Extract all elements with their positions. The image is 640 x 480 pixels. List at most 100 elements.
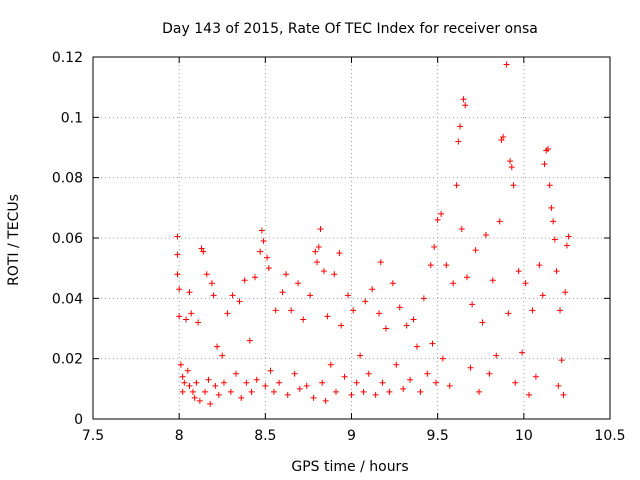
x-tick-label: 9: [347, 428, 356, 444]
data-point: [510, 182, 517, 189]
data-point: [336, 250, 343, 257]
data-point: [443, 262, 450, 269]
data-point: [331, 271, 338, 278]
data-point: [548, 204, 555, 211]
data-point: [369, 286, 376, 293]
data-point: [243, 379, 250, 386]
data-point: [198, 245, 205, 252]
x-tick-label: 10: [515, 428, 533, 444]
data-point: [389, 280, 396, 287]
x-tick-label: 8: [175, 428, 184, 444]
data-point: [324, 313, 331, 320]
data-point: [317, 225, 324, 232]
y-tick-label: 0: [74, 412, 83, 428]
data-point: [536, 262, 543, 269]
data-point: [515, 268, 522, 275]
data-point: [498, 136, 505, 143]
data-point: [532, 373, 539, 380]
data-point: [424, 370, 431, 377]
data-point: [229, 292, 236, 299]
data-point: [403, 322, 410, 329]
data-point: [360, 388, 367, 395]
data-point: [560, 391, 567, 398]
data-point: [251, 274, 258, 281]
data-point: [503, 61, 510, 68]
data-point: [432, 379, 439, 386]
data-point: [238, 394, 245, 401]
grid-lines: [93, 57, 610, 419]
data-point: [365, 370, 372, 377]
data-point: [184, 367, 191, 374]
data-point: [413, 343, 420, 350]
y-tick-label: 0.06: [52, 231, 83, 247]
data-point: [241, 277, 248, 284]
data-point: [551, 236, 558, 243]
data-point: [539, 292, 546, 299]
data-point: [227, 388, 234, 395]
data-point: [174, 271, 181, 278]
data-point: [312, 248, 319, 255]
data-point: [291, 370, 298, 377]
data-point: [469, 301, 476, 308]
data-point: [557, 307, 564, 314]
data-point: [541, 161, 548, 168]
data-point: [319, 379, 326, 386]
data-point: [179, 373, 186, 380]
data-point: [453, 182, 460, 189]
data-point: [482, 231, 489, 238]
data-point: [320, 268, 327, 275]
data-point: [563, 242, 570, 249]
data-point: [438, 210, 445, 217]
data-point: [176, 313, 183, 320]
data-point: [431, 244, 438, 251]
data-point: [550, 218, 557, 225]
chart-title: Day 143 of 2015, Rate Of TEC Index for r…: [162, 21, 538, 37]
data-point: [296, 385, 303, 392]
data-point: [322, 397, 329, 404]
data-point: [446, 382, 453, 389]
data-point: [558, 357, 565, 364]
data-point: [565, 233, 572, 240]
data-point: [200, 248, 207, 255]
data-point: [181, 379, 188, 386]
data-point: [264, 254, 271, 261]
data-point: [522, 280, 529, 287]
data-point: [489, 277, 496, 284]
data-point: [379, 379, 386, 386]
data-point: [303, 382, 310, 389]
data-point: [526, 391, 533, 398]
data-point: [476, 388, 483, 395]
data-point: [508, 164, 515, 171]
data-point: [562, 289, 569, 296]
data-point: [188, 310, 195, 317]
data-points: [174, 61, 572, 407]
data-point: [210, 292, 217, 299]
data-point: [386, 388, 393, 395]
data-point: [546, 182, 553, 189]
data-point: [357, 352, 364, 359]
data-point: [553, 268, 560, 275]
data-point: [407, 376, 414, 383]
data-point: [177, 361, 184, 368]
x-tick-label: 7.5: [82, 428, 104, 444]
data-point: [429, 340, 436, 347]
data-point: [258, 227, 265, 234]
y-axis-label: ROTI / TECUs: [6, 194, 22, 286]
data-point: [174, 233, 181, 240]
data-point: [224, 310, 231, 317]
data-point: [350, 307, 357, 314]
data-point: [270, 388, 277, 395]
data-point: [372, 391, 379, 398]
data-point: [310, 394, 317, 401]
data-point: [202, 388, 209, 395]
y-tick-label: 0.08: [52, 171, 83, 187]
data-point: [439, 355, 446, 362]
data-point: [183, 316, 190, 323]
data-point: [196, 397, 203, 404]
data-point: [288, 307, 295, 314]
data-point: [314, 259, 321, 266]
data-point: [382, 325, 389, 332]
x-tick-label: 8.5: [254, 428, 276, 444]
data-point: [417, 388, 424, 395]
